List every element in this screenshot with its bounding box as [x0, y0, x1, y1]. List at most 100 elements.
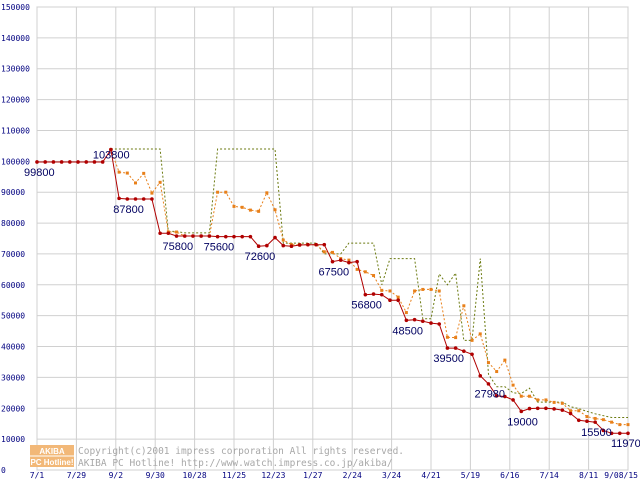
point-min — [306, 242, 310, 247]
y-tick-label: 50000 — [1, 312, 25, 321]
point-avg — [363, 270, 367, 274]
point-avg — [175, 230, 179, 234]
point-avg — [503, 358, 507, 362]
point-avg — [560, 401, 564, 405]
point-min — [503, 394, 507, 399]
point-avg — [134, 181, 137, 185]
data-label: 72600 — [245, 251, 276, 263]
point-min — [552, 407, 556, 411]
point-avg — [125, 171, 129, 175]
point-avg — [552, 400, 556, 404]
point-min — [601, 428, 606, 433]
point-avg — [355, 267, 359, 271]
data-label: 87800 — [113, 204, 144, 216]
point-min — [576, 418, 581, 423]
series-layer — [35, 147, 630, 436]
point-avg — [273, 208, 277, 212]
point-avg — [495, 370, 499, 374]
point-min — [215, 234, 220, 239]
point-avg — [331, 250, 334, 254]
y-tick-label: 120000 — [1, 96, 30, 105]
point-min — [593, 420, 597, 424]
data-label: 39500 — [433, 353, 464, 365]
x-tick-label: 8/11 — [579, 471, 598, 480]
point-min — [420, 319, 425, 324]
point-avg — [519, 394, 523, 398]
data-label: 103800 — [93, 150, 130, 162]
data-label: 48500 — [392, 325, 423, 337]
point-avg — [232, 204, 236, 208]
y-tick-label: 30000 — [1, 373, 25, 382]
point-min — [191, 234, 195, 238]
data-labels: 99800 103800 87800 75800 75600 72600 67500 5680… — [24, 150, 640, 450]
point-min — [35, 160, 39, 164]
point-avg — [413, 289, 417, 293]
point-min — [43, 160, 48, 164]
point-min — [289, 244, 294, 249]
point-min — [388, 298, 392, 303]
point-avg — [150, 191, 154, 195]
point-min — [486, 382, 491, 386]
point-avg — [421, 287, 425, 291]
point-min — [478, 374, 483, 378]
point-avg — [601, 418, 605, 422]
x-tick-label: 9/2 — [109, 471, 124, 480]
point-avg — [117, 170, 121, 174]
x-tick-label: 5/19 — [461, 471, 480, 480]
x-tick-label: 7/29 — [67, 471, 86, 480]
data-label: 27980 — [474, 389, 505, 401]
point-min — [568, 411, 573, 416]
y-tick-label: 60000 — [1, 281, 25, 290]
point-avg — [454, 336, 458, 340]
point-avg — [404, 311, 408, 315]
point-min — [347, 260, 351, 265]
y-tick-label: 130000 — [1, 65, 30, 74]
point-avg — [281, 238, 285, 242]
point-avg — [380, 288, 384, 292]
point-avg — [470, 338, 474, 342]
y-tick-label: 80000 — [1, 219, 25, 228]
point-avg — [388, 289, 392, 293]
point-min — [92, 160, 97, 164]
y-tick-label: 70000 — [1, 250, 25, 259]
x-tick-label: 11/25 — [222, 471, 246, 480]
point-min — [76, 160, 80, 164]
point-min — [125, 197, 130, 201]
point-min — [544, 406, 548, 411]
x-tick-label: 12/23 — [261, 471, 285, 480]
point-avg — [216, 190, 220, 194]
point-min — [297, 243, 302, 247]
y-tick-label: 110000 — [1, 126, 30, 135]
point-avg — [445, 335, 449, 339]
point-min — [248, 234, 253, 239]
point-min — [117, 196, 121, 201]
point-min — [626, 431, 630, 436]
y-tick-label: 140000 — [1, 34, 30, 43]
point-min — [494, 394, 499, 398]
series-max — [110, 148, 628, 418]
x-tick-label: 10/28 — [183, 471, 207, 480]
point-min — [281, 243, 286, 248]
point-min — [68, 160, 72, 164]
point-min — [330, 259, 335, 264]
point-min — [240, 234, 245, 239]
data-label: 75800 — [163, 241, 194, 253]
point-min — [462, 349, 466, 353]
point-min — [617, 431, 622, 436]
point-min — [166, 231, 171, 236]
point-avg — [429, 287, 433, 291]
point-avg — [347, 258, 351, 262]
point-avg — [478, 332, 482, 336]
point-min — [158, 231, 162, 236]
x-tick-label: 7/1 — [30, 471, 45, 480]
point-avg — [142, 171, 146, 175]
logo-text-top: AKIBA — [39, 447, 65, 456]
point-min — [265, 243, 269, 248]
point-min — [412, 317, 417, 322]
point-min — [273, 235, 277, 240]
point-avg — [322, 250, 326, 254]
point-min — [109, 147, 113, 152]
point-min — [84, 160, 89, 164]
